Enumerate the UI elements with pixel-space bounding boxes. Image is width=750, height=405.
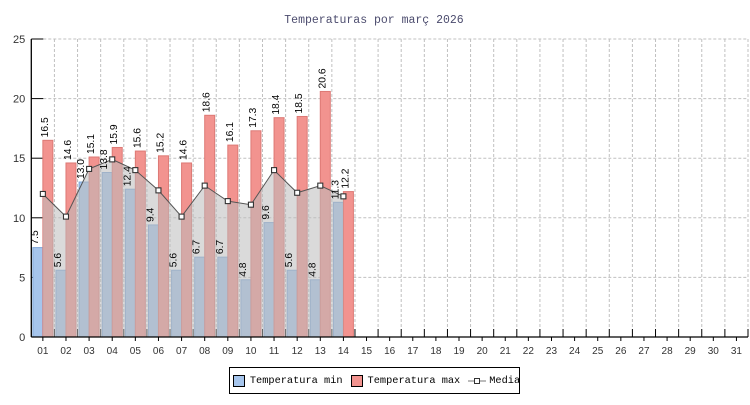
svg-text:17.3: 17.3 — [248, 107, 259, 127]
svg-text:25: 25 — [592, 346, 604, 357]
svg-text:20.6: 20.6 — [317, 68, 328, 88]
svg-text:5: 5 — [19, 272, 25, 284]
svg-text:22: 22 — [523, 346, 535, 357]
svg-text:Temperaturas por març 2026: Temperaturas por març 2026 — [284, 14, 464, 27]
svg-text:5.6: 5.6 — [53, 253, 64, 268]
svg-text:15.6: 15.6 — [132, 128, 143, 148]
svg-text:15: 15 — [361, 346, 373, 357]
svg-text:4.8: 4.8 — [238, 262, 249, 277]
svg-text:17: 17 — [407, 346, 419, 357]
svg-text:04: 04 — [107, 346, 119, 357]
svg-text:18: 18 — [430, 346, 442, 357]
svg-text:20: 20 — [477, 346, 489, 357]
svg-text:12.2: 12.2 — [340, 168, 351, 188]
svg-text:13: 13 — [315, 346, 327, 357]
svg-text:27: 27 — [638, 346, 650, 357]
svg-text:30: 30 — [708, 346, 720, 357]
svg-text:10: 10 — [245, 346, 257, 357]
svg-text:26: 26 — [615, 346, 627, 357]
svg-text:01: 01 — [37, 346, 49, 357]
svg-text:15.9: 15.9 — [109, 124, 120, 144]
svg-text:14.6: 14.6 — [179, 140, 190, 160]
svg-text:9.6: 9.6 — [261, 205, 272, 220]
svg-text:08: 08 — [199, 346, 211, 357]
svg-text:16.1: 16.1 — [225, 122, 236, 142]
svg-text:28: 28 — [662, 346, 674, 357]
svg-text:4.8: 4.8 — [307, 262, 318, 277]
svg-text:14.6: 14.6 — [63, 140, 74, 160]
svg-text:23: 23 — [546, 346, 558, 357]
svg-text:15.2: 15.2 — [155, 133, 166, 153]
svg-text:12: 12 — [292, 346, 304, 357]
svg-text:5.6: 5.6 — [169, 253, 180, 268]
svg-text:05: 05 — [130, 346, 142, 357]
svg-text:11: 11 — [269, 346, 280, 357]
svg-text:13.0: 13.0 — [76, 159, 87, 179]
svg-text:20: 20 — [13, 94, 25, 106]
svg-text:18.6: 18.6 — [202, 92, 213, 112]
svg-text:13.8: 13.8 — [99, 149, 110, 169]
svg-text:02: 02 — [60, 346, 72, 357]
svg-text:24: 24 — [569, 346, 581, 357]
svg-text:15.1: 15.1 — [86, 134, 97, 154]
svg-text:09: 09 — [222, 346, 234, 357]
svg-text:19: 19 — [453, 346, 465, 357]
svg-text:6.7: 6.7 — [192, 240, 203, 255]
svg-text:0: 0 — [19, 332, 25, 344]
svg-text:5.6: 5.6 — [284, 253, 295, 268]
svg-text:10: 10 — [13, 213, 25, 225]
svg-text:25: 25 — [13, 34, 25, 46]
svg-text:9.4: 9.4 — [145, 207, 156, 222]
svg-text:07: 07 — [176, 346, 188, 357]
svg-text:31: 31 — [731, 346, 743, 357]
svg-text:06: 06 — [153, 346, 165, 357]
svg-text:15: 15 — [13, 153, 25, 165]
svg-text:12.4: 12.4 — [122, 166, 133, 186]
svg-text:16: 16 — [384, 346, 396, 357]
svg-text:03: 03 — [84, 346, 96, 357]
svg-text:6.7: 6.7 — [215, 240, 226, 255]
svg-text:21: 21 — [500, 346, 512, 357]
svg-text:29: 29 — [685, 346, 697, 357]
svg-text:18.5: 18.5 — [294, 93, 305, 113]
svg-text:18.4: 18.4 — [271, 94, 282, 114]
svg-text:16.5: 16.5 — [40, 117, 51, 137]
svg-text:14: 14 — [338, 346, 350, 357]
